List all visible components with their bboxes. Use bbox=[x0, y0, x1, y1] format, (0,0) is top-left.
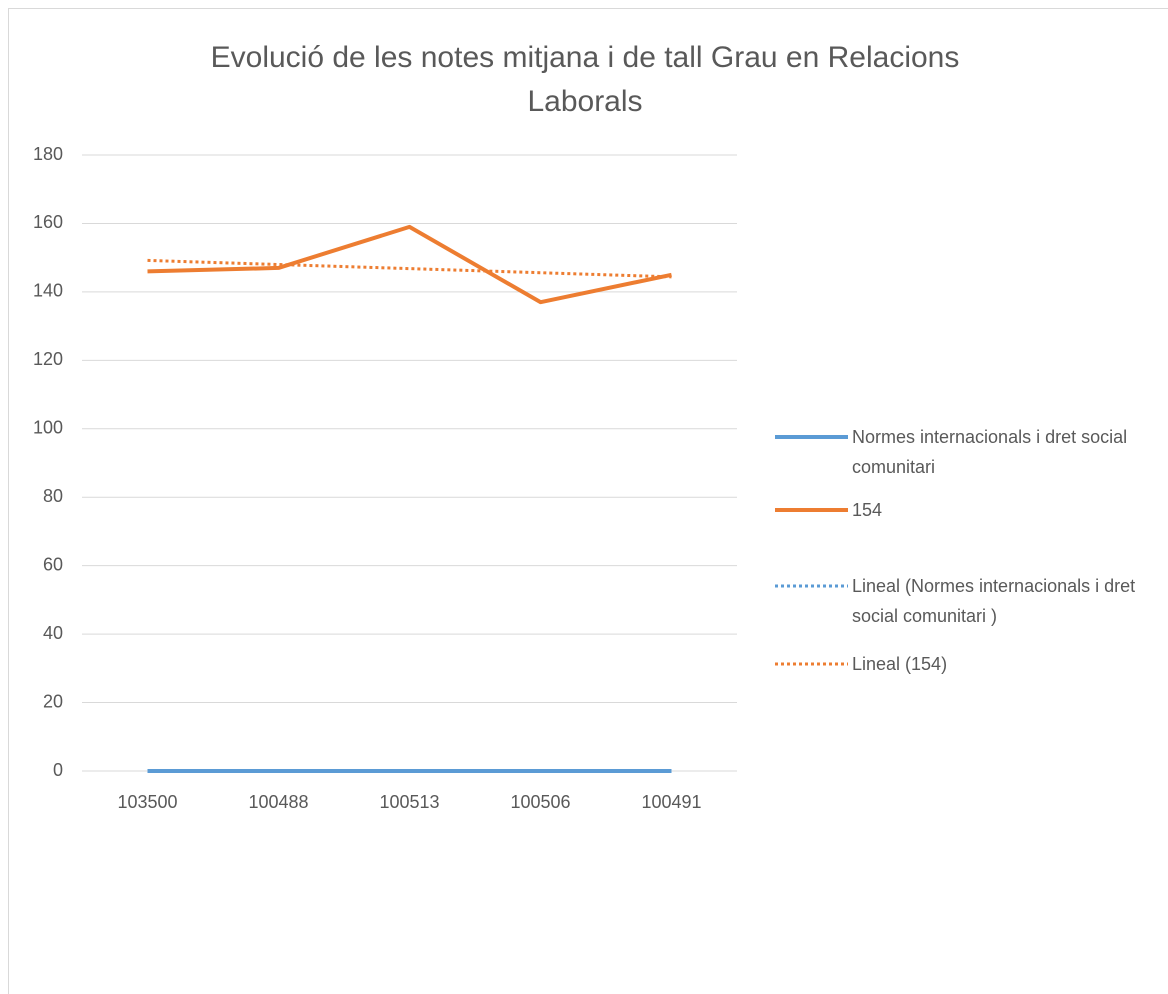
y-tick-label: 160 bbox=[33, 212, 63, 232]
y-tick-label: 20 bbox=[43, 691, 63, 711]
y-tick-label: 0 bbox=[53, 760, 63, 780]
x-tick-label: 100488 bbox=[248, 792, 308, 812]
y-tick-label: 60 bbox=[43, 554, 63, 574]
y-tick-label: 40 bbox=[43, 623, 63, 643]
legend-label: 154 bbox=[852, 500, 883, 520]
x-tick-label: 100513 bbox=[379, 792, 439, 812]
y-tick-label: 100 bbox=[33, 418, 63, 438]
chart-frame bbox=[8, 8, 1168, 994]
y-tick-label: 180 bbox=[33, 144, 63, 164]
legend-label: Lineal (Normes internacionals i dret soc… bbox=[852, 576, 1136, 626]
legend-label: Normes internacionals i dret social comu… bbox=[852, 427, 1128, 477]
y-tick-label: 80 bbox=[43, 486, 63, 506]
legend-label: Lineal (154) bbox=[852, 654, 948, 674]
series-line bbox=[147, 224, 672, 305]
x-tick-label: 103500 bbox=[117, 792, 177, 812]
y-tick-label: 140 bbox=[33, 281, 63, 301]
chart-title: Evolució de les notes mitjana i de tall … bbox=[210, 41, 960, 118]
x-tick-label: 100491 bbox=[641, 792, 701, 812]
x-tick-label: 100506 bbox=[510, 792, 570, 812]
y-tick-label: 120 bbox=[33, 349, 63, 369]
